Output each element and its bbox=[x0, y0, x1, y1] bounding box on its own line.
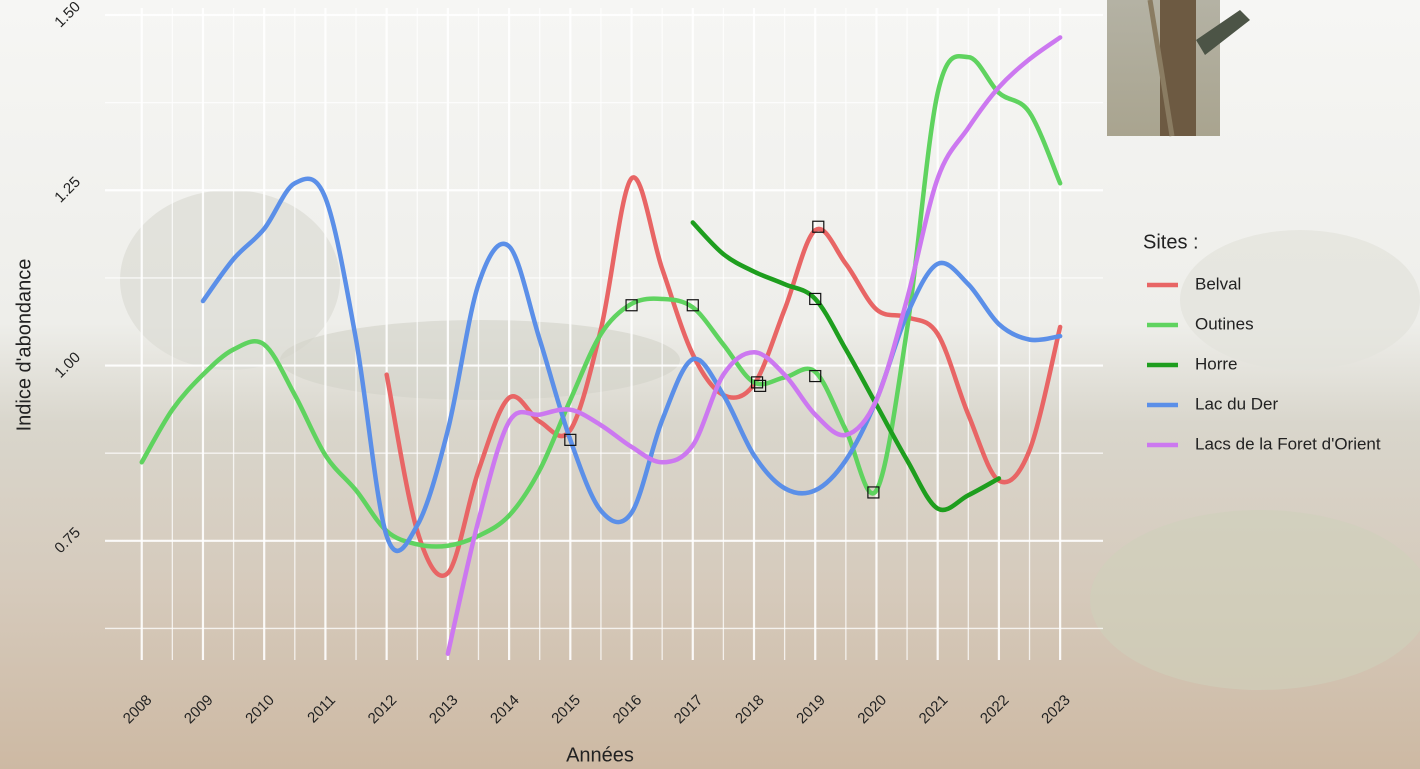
legend-label: Belval bbox=[1195, 274, 1241, 293]
chart: 0.751.001.251.50200820092010201120122013… bbox=[0, 0, 1420, 769]
legend-label: Outines bbox=[1195, 314, 1254, 333]
legend-label: Lacs de la Foret d'Orient bbox=[1195, 434, 1381, 453]
legend-label: Horre bbox=[1195, 354, 1238, 373]
y-axis-title: Indice d'abondance bbox=[13, 259, 35, 432]
page: 0.751.001.251.50200820092010201120122013… bbox=[0, 0, 1420, 769]
legend-title: Sites : bbox=[1143, 231, 1199, 253]
x-axis-title: Années bbox=[566, 744, 634, 766]
legend-label: Lac du Der bbox=[1195, 394, 1278, 413]
